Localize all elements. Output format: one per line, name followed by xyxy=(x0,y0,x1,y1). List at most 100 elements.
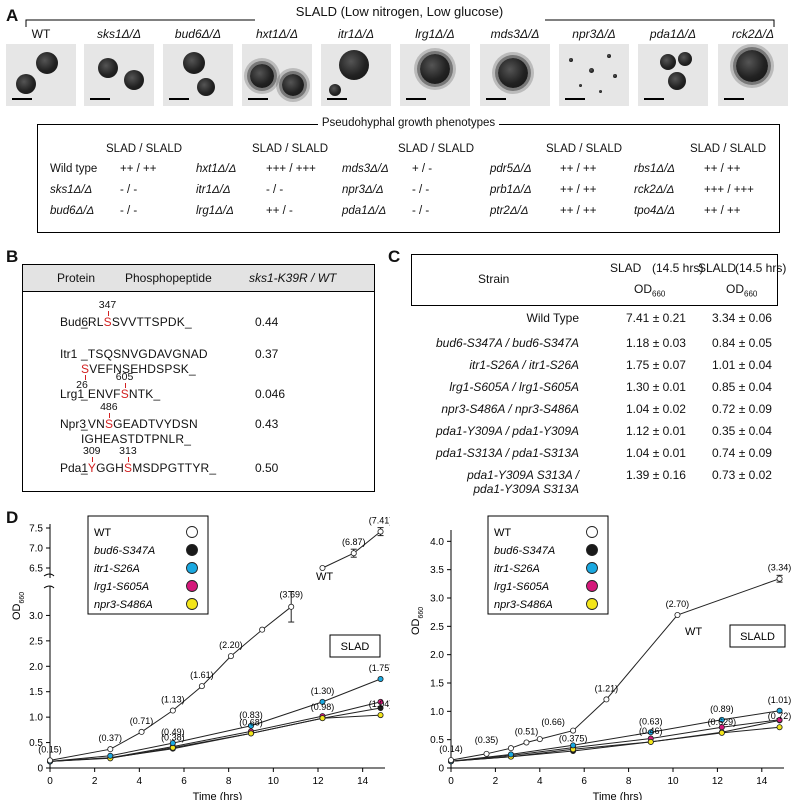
legend-label: npr3-S486A xyxy=(94,599,153,611)
phospho-site-tick xyxy=(124,383,126,388)
peptide-sequence: _RLSSVVTTSPDK_ xyxy=(81,315,192,329)
strain-label: rck2Δ/Δ xyxy=(731,27,775,41)
y-tick-label: 0.5 xyxy=(29,738,43,749)
growth-chart-slald: 0 2 4 6 8 10 12 14 0 0.5 1.0 1.5 2.0 2.5 3.0 3.5 4.0 Time… xyxy=(410,515,792,800)
condition-label: SLALD xyxy=(740,631,775,643)
phenotype-value: - / - xyxy=(120,205,138,217)
colony xyxy=(250,64,274,88)
colony-image xyxy=(559,44,629,106)
c-slad-value: 1.30 ± 0.01 xyxy=(626,380,686,394)
peptide-segment: GGH xyxy=(96,461,125,475)
peptide-ratio: 0.43 xyxy=(255,417,279,431)
c-strain: itr1-S26A / itr1-S26A xyxy=(469,358,579,372)
data-point-WT xyxy=(47,757,54,764)
peptide-sequence: _YGGHSMSDPGTTYR_ xyxy=(81,461,216,475)
data-label: (0.63) xyxy=(639,716,663,726)
legend-marker-bud6 xyxy=(586,544,598,556)
c-strain: pda1-S313A / pda1-S313A xyxy=(436,446,579,460)
legend-marker-bud6 xyxy=(186,544,198,556)
data-label: (0.83) xyxy=(239,710,263,720)
x-tick-label: 8 xyxy=(626,776,632,787)
x-tick-label: 8 xyxy=(226,776,232,787)
series-line-itr1 xyxy=(49,678,381,762)
data-label: (0.375) xyxy=(559,733,588,743)
y-tick-label: 7.0 xyxy=(29,544,43,555)
legend-label: bud6-S347A xyxy=(494,545,555,557)
y-tick-label: 2.5 xyxy=(29,636,43,647)
header-phosphopeptide: Phosphopeptide xyxy=(125,271,212,285)
data-point-npr3 xyxy=(776,724,783,731)
data-point-WT xyxy=(603,696,610,703)
peptide-segment: _ xyxy=(81,461,88,475)
x-axis-label: Time (hrs) xyxy=(193,791,243,800)
y-tick-label: 1.5 xyxy=(29,687,43,698)
strain-label: npr3Δ/Δ xyxy=(572,27,616,41)
peptide-protein: Npr3 xyxy=(60,417,87,431)
x-tick-label: 10 xyxy=(667,776,679,787)
legend-marker-WT xyxy=(186,526,198,538)
data-point-WT xyxy=(570,727,577,734)
scale-bar xyxy=(644,98,664,100)
peptide-ratio: 0.37 xyxy=(255,347,279,361)
phospho-site-tick xyxy=(109,413,111,418)
data-label: (1.75) xyxy=(369,663,390,673)
data-label: (1.13) xyxy=(161,695,185,705)
c-strain: lrg1-S605A / lrg1-S605A xyxy=(449,380,579,394)
c-slad-value: 1.04 ± 0.02 xyxy=(626,402,686,416)
colony-image xyxy=(163,44,233,106)
peptide-segment: IGHEASTDTPNLR_ xyxy=(81,432,192,446)
phospho-site-number: 347 xyxy=(98,299,117,311)
phospho-site-number: 313 xyxy=(119,445,137,457)
data-point-npr3 xyxy=(377,712,384,719)
phospho-residue: S xyxy=(120,387,129,401)
c-header-slad-time: (14.5 hrs) xyxy=(652,261,704,275)
x-tick-label: 0 xyxy=(448,776,454,787)
y-tick-label: 3.0 xyxy=(29,611,43,622)
phenotype-strain: bud6Δ/Δ xyxy=(50,205,95,217)
data-point-npr3 xyxy=(319,715,326,722)
data-label: (1.01) xyxy=(768,695,792,705)
scale-bar xyxy=(327,98,347,100)
peptide-segment: SVVTTSPDK_ xyxy=(111,315,192,329)
data-point-WT xyxy=(107,746,114,753)
y-axis-label: OD660 xyxy=(410,607,425,635)
colony xyxy=(339,50,369,80)
colony xyxy=(98,58,118,78)
c-slald-value: 0.72 ± 0.09 xyxy=(712,402,772,416)
legend-label: WT xyxy=(94,527,111,539)
colony-image xyxy=(84,44,154,106)
data-label: (0.89) xyxy=(710,704,734,714)
data-point-WT xyxy=(536,736,543,743)
data-point-WT xyxy=(259,626,266,633)
peptide-ratio: 0.50 xyxy=(255,461,279,475)
y-tick-label: 3.5 xyxy=(430,565,444,576)
scale-bar xyxy=(565,98,585,100)
c-header-strain: Strain xyxy=(478,272,510,286)
c-slad-value: 7.41 ± 0.21 xyxy=(626,311,686,325)
legend-marker-npr3 xyxy=(586,598,598,610)
colony xyxy=(329,84,341,96)
data-point-itr1 xyxy=(319,698,326,705)
strain-label: bud6Δ/Δ xyxy=(174,27,222,41)
phospho-site-tick xyxy=(85,375,87,380)
phenotype-value: ++ / ++ xyxy=(704,163,741,175)
peptide-protein: Bud6 xyxy=(60,315,89,329)
colony xyxy=(668,72,686,90)
data-point-itr1 xyxy=(107,752,114,759)
series-line-npr3 xyxy=(450,726,780,762)
peptide-segment: VEFNSEHDSPSK_ xyxy=(89,362,196,376)
colony-image xyxy=(242,44,312,106)
data-point-WT xyxy=(319,565,326,572)
phenotype-value: ++ / ++ xyxy=(120,163,157,175)
strain-label: itr1Δ/Δ xyxy=(337,27,375,41)
scale-bar xyxy=(486,98,506,100)
strain-label: WT xyxy=(31,27,51,41)
peptide-sequence: IGHEASTDTPNLR_ xyxy=(81,432,191,446)
colony xyxy=(736,50,768,82)
c-header-od-slald: OD660 xyxy=(726,282,758,299)
data-point-WT xyxy=(227,653,234,660)
x-tick-label: 12 xyxy=(312,776,324,787)
c-slad-value: 1.04 ± 0.01 xyxy=(626,446,686,460)
panel-label-d: D xyxy=(6,508,19,527)
phenotype-strain: hxt1Δ/Δ xyxy=(196,163,237,175)
